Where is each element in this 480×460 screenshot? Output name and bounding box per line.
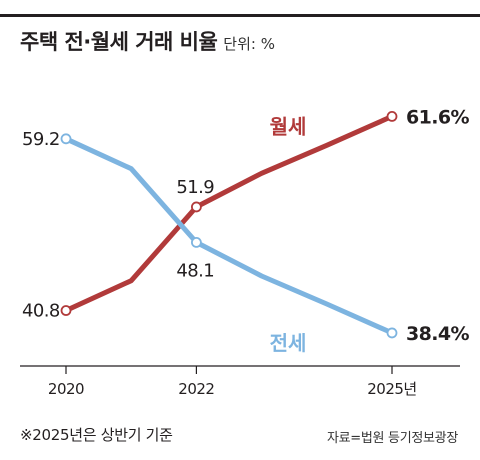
unit-label: 단위: %	[223, 35, 275, 53]
data-label-jeonse-2022: 48.1	[176, 260, 214, 281]
point-marker-wolse-2020	[60, 305, 72, 316]
x-tick-label-2025: 2025년	[367, 380, 416, 398]
series-line-jeonse	[63, 136, 395, 336]
x-tick-label-2020: 2020	[48, 380, 84, 398]
point-marker-jeonse-2020	[60, 133, 72, 145]
point-marker-wolse-2025	[386, 111, 398, 122]
data-label-wolse-2022: 51.9	[176, 177, 214, 198]
top-rule	[0, 14, 480, 17]
data-label-jeonse-2025: 38.4%	[406, 323, 469, 345]
x-tick-label-2022: 2022	[178, 380, 214, 398]
point-marker-jeonse-2022	[190, 236, 202, 248]
data-label-jeonse-2020: 59.2	[22, 129, 60, 150]
source-note: 자료=법원 등기정보광장	[326, 431, 458, 446]
point-marker-wolse-2022	[190, 201, 202, 213]
data-label-wolse-2025: 61.6%	[406, 106, 469, 128]
data-label-wolse-2020: 40.8	[22, 301, 60, 322]
chart-title: 주택 전·월세 거래 비율	[20, 30, 218, 54]
footnote: ※2025년은 상반기 기준	[20, 426, 173, 444]
title-row: 주택 전·월세 거래 비율 단위: %	[20, 26, 275, 56]
series-line-wolse	[63, 113, 395, 313]
series-name-wolse: 월세	[270, 114, 307, 138]
series-name-jeonse: 전세	[270, 331, 307, 355]
point-marker-jeonse-2025	[386, 327, 398, 339]
